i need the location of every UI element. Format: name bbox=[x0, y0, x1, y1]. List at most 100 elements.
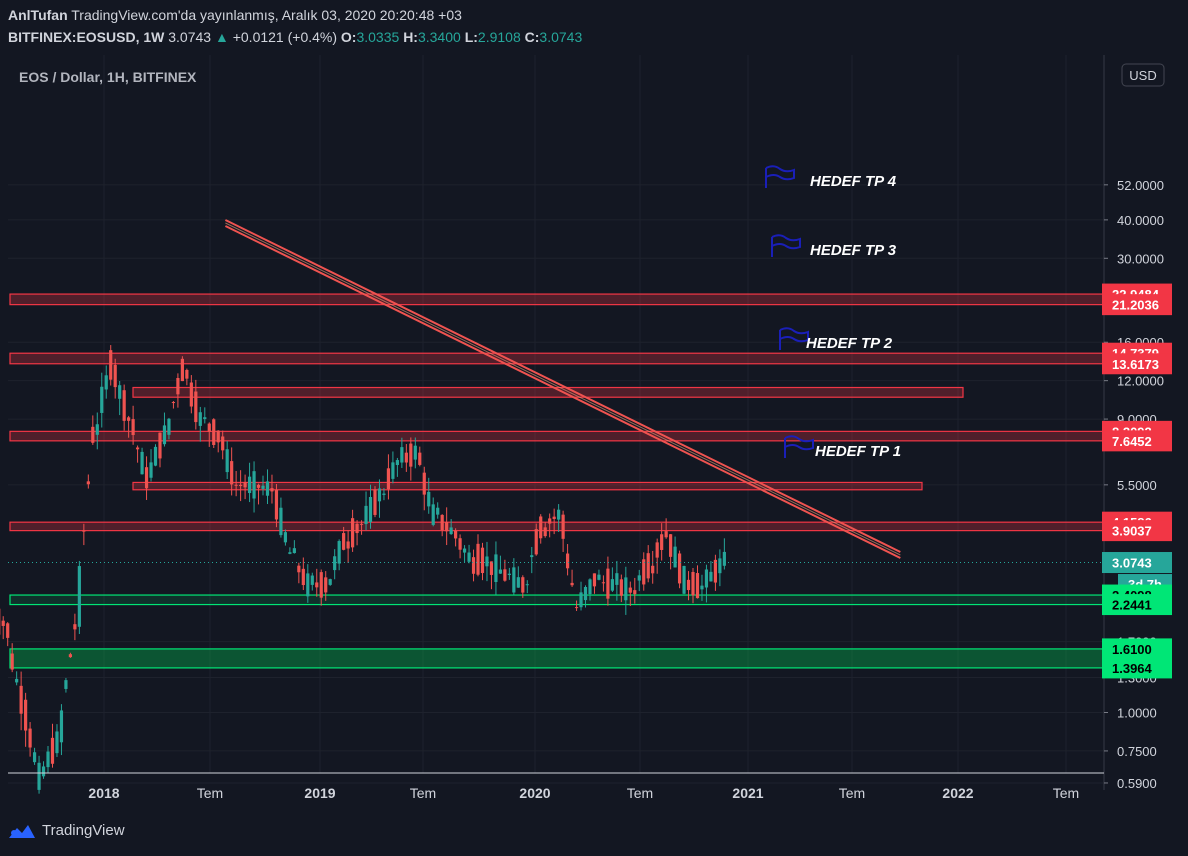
candle-body bbox=[521, 577, 525, 593]
price-label: 1.6100 bbox=[1112, 642, 1152, 657]
candle-body bbox=[440, 514, 444, 531]
chart-background bbox=[8, 55, 1104, 773]
candle-body bbox=[73, 624, 77, 630]
candle-body bbox=[230, 461, 234, 485]
candle-body bbox=[247, 476, 252, 494]
candle-body bbox=[539, 516, 543, 539]
x-tick-label: 2021 bbox=[732, 785, 763, 801]
candle-body bbox=[144, 467, 149, 489]
candle-body bbox=[82, 530, 86, 532]
candle-body bbox=[489, 561, 494, 575]
candle-body bbox=[306, 573, 310, 597]
candle-body bbox=[570, 582, 574, 586]
brand-label: TradingView bbox=[42, 822, 125, 839]
price-label: 2.2441 bbox=[1112, 598, 1152, 613]
x-tick-label: 2019 bbox=[304, 785, 335, 801]
price-label-bg bbox=[1102, 657, 1172, 679]
candle-body bbox=[713, 559, 718, 583]
publish-line: AnlTufan TradingView.com'da yayınlanmış,… bbox=[8, 7, 462, 23]
last-price: 3.0743 bbox=[168, 29, 212, 45]
price-change: +0.0121 (+0.4%) bbox=[232, 29, 338, 45]
candle-body bbox=[283, 532, 288, 543]
candle-body bbox=[534, 529, 538, 555]
candle-body bbox=[68, 654, 73, 658]
candle-body bbox=[682, 565, 686, 594]
candle-body bbox=[64, 680, 68, 689]
y-tick-label: 52.0000 bbox=[1117, 178, 1164, 193]
candle-body bbox=[557, 509, 561, 520]
symbol-label: BITFINEX:EOSUSD, 1W bbox=[8, 29, 165, 45]
candle-body bbox=[462, 548, 467, 553]
candle-body bbox=[552, 516, 556, 519]
footer-brand[interactable]: TradingView bbox=[8, 822, 125, 839]
resistance-zone bbox=[132, 481, 923, 491]
target-label: HEDEF TP 4 bbox=[810, 173, 897, 190]
open-value: 3.0335 bbox=[356, 29, 400, 45]
candle-body bbox=[606, 568, 610, 599]
author-name[interactable]: AnlTufan bbox=[8, 7, 68, 23]
candle-body bbox=[180, 358, 184, 382]
x-tick-label: 2020 bbox=[519, 785, 550, 801]
candle-body bbox=[198, 412, 202, 426]
candle-body bbox=[77, 566, 81, 627]
candle-body bbox=[700, 585, 704, 590]
candle-body bbox=[350, 518, 355, 548]
candle-body bbox=[565, 553, 570, 569]
price-label: 3.9037 bbox=[1112, 524, 1152, 539]
candle-body bbox=[100, 386, 104, 413]
candle-body bbox=[583, 586, 588, 601]
candle-body bbox=[256, 484, 261, 488]
candle-body bbox=[601, 582, 606, 584]
candle-body bbox=[386, 468, 391, 490]
candle-body bbox=[153, 446, 158, 466]
x-tick-label: 2022 bbox=[942, 785, 973, 801]
support-zone bbox=[9, 648, 1105, 669]
candle-body bbox=[619, 579, 623, 596]
support-zone bbox=[9, 594, 1105, 606]
candle-body bbox=[494, 554, 498, 583]
candle-body bbox=[310, 575, 314, 585]
resistance-zone bbox=[132, 386, 964, 398]
candle-body bbox=[588, 579, 592, 595]
candle-body bbox=[113, 364, 117, 388]
candle-body bbox=[382, 493, 386, 495]
high-value: 3.3400 bbox=[417, 29, 461, 45]
candle-body bbox=[50, 737, 55, 764]
candle-body bbox=[409, 443, 413, 467]
candle-body bbox=[660, 534, 664, 550]
price-label-bg bbox=[1102, 353, 1172, 375]
candle-body bbox=[41, 766, 46, 777]
candle-body bbox=[709, 571, 713, 582]
candle-body bbox=[28, 728, 32, 748]
candle-body bbox=[342, 533, 346, 550]
candle-body bbox=[279, 507, 283, 536]
candle-body bbox=[695, 573, 700, 599]
candle-body bbox=[480, 547, 485, 574]
candle-body bbox=[270, 488, 274, 492]
price-label: 21.2036 bbox=[1112, 298, 1159, 313]
x-tick-label: Tem bbox=[1053, 785, 1079, 801]
y-tick-label: 0.5900 bbox=[1117, 776, 1157, 791]
candle-body bbox=[718, 558, 722, 574]
flag-icon bbox=[771, 234, 801, 257]
candle-body bbox=[454, 530, 458, 539]
candle-body bbox=[427, 491, 431, 507]
high-label: H: bbox=[403, 29, 418, 45]
x-tick-label: Tem bbox=[197, 785, 223, 801]
candle-body bbox=[10, 653, 14, 670]
price-label-bg bbox=[1102, 430, 1172, 452]
y-tick-label: 1.0000 bbox=[1117, 706, 1157, 721]
candle-body bbox=[19, 685, 23, 714]
candle-body bbox=[364, 505, 368, 525]
price-label-bg bbox=[1102, 638, 1172, 660]
candle-body bbox=[615, 573, 619, 585]
candle-body bbox=[171, 402, 176, 404]
target-label: HEDEF TP 3 bbox=[810, 242, 897, 259]
resistance-zone bbox=[9, 521, 1105, 532]
price-label: 7.6452 bbox=[1112, 434, 1152, 449]
candle-body bbox=[400, 447, 404, 463]
candle-body bbox=[391, 462, 395, 479]
candle-body bbox=[324, 577, 328, 593]
candle-body bbox=[530, 555, 534, 558]
